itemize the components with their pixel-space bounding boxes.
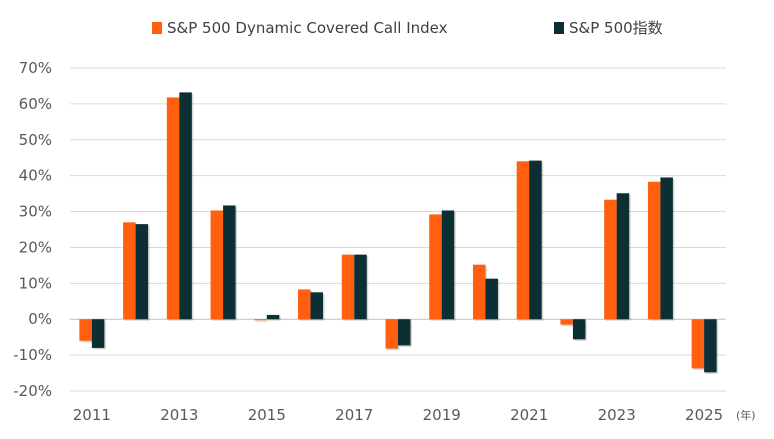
- x-unit-label: (年): [736, 408, 756, 422]
- bar-sp500-2018: [398, 319, 411, 346]
- x-tick-label: 2013: [160, 406, 198, 424]
- bar-dynamic-covered-call-2024: [647, 181, 661, 320]
- bar-dynamic-covered-call-2012: [123, 222, 136, 320]
- bar-dynamic-covered-call-2011: [79, 319, 92, 341]
- y-tick-label: 50%: [19, 131, 52, 149]
- x-tick-label: 2017: [335, 406, 373, 424]
- y-tick-label: 10%: [19, 274, 52, 292]
- bar-dynamic-covered-call-2014: [210, 210, 224, 320]
- bar-sp500-2021: [529, 160, 542, 320]
- x-axis: 2011 2013 2015 2017 2019 2021 2023 2025 (年): [73, 406, 756, 424]
- y-tick-label: 40%: [19, 167, 52, 185]
- bar-sp500-2012: [135, 224, 149, 320]
- y-tick-label: 0%: [28, 310, 52, 328]
- legend-label-dynamic-covered-call: S&P 500 Dynamic Covered Call Index: [167, 19, 448, 37]
- y-tick-label: 20%: [19, 238, 52, 256]
- bar-sp500-2020: [485, 278, 498, 320]
- bar-dynamic-covered-call-2022: [560, 319, 573, 325]
- bar-dynamic-covered-call-2013: [166, 97, 180, 320]
- bar-shadow: [255, 320, 269, 322]
- bar-sp500-2013: [179, 92, 192, 320]
- bar-dynamic-covered-call-2018: [385, 319, 398, 349]
- bar-dynamic-covered-call-2016: [298, 289, 311, 320]
- bar-dynamic-covered-call-2020: [472, 264, 486, 320]
- x-tick-label: 2023: [598, 406, 636, 424]
- bars: [79, 92, 719, 374]
- bar-sp500-2014: [223, 205, 236, 320]
- legend-swatch-dynamic-covered-call: [152, 22, 162, 34]
- bar-sp500-2025: [704, 319, 717, 373]
- y-tick-label: 30%: [19, 203, 52, 221]
- bar-sp500-2017: [354, 254, 367, 320]
- bar-dynamic-covered-call-2023: [604, 199, 617, 320]
- legend: S&P 500 Dynamic Covered Call Index S&P 50…: [152, 19, 663, 37]
- y-tick-label: -20%: [13, 382, 52, 400]
- bar-sp500-2019: [441, 210, 455, 320]
- x-tick-label: 2011: [73, 406, 111, 424]
- bar-dynamic-covered-call-2015: [254, 319, 267, 321]
- y-tick-label: 60%: [19, 95, 52, 113]
- bar-sp500-2015: [266, 314, 280, 320]
- bar-sp500-2022: [572, 319, 586, 340]
- bar-dynamic-covered-call-2025: [691, 319, 705, 369]
- bar-sp500-2024: [660, 177, 673, 320]
- x-tick-label: 2021: [510, 406, 548, 424]
- x-tick-label: 2025: [685, 406, 723, 424]
- legend-swatch-sp500: [554, 22, 564, 34]
- bar-sp500-2011: [91, 319, 105, 348]
- bar-dynamic-covered-call-2017: [341, 254, 355, 320]
- y-axis: -20% -10% 0% 10% 20% 30% 40% 50% 60% 70%: [13, 59, 52, 400]
- bar-sp500-2023: [616, 193, 630, 320]
- legend-label-sp500: S&P 500指数: [569, 19, 663, 37]
- bar-dynamic-covered-call-2019: [429, 214, 442, 320]
- bar-dynamic-covered-call-2021: [516, 161, 530, 320]
- bar-sp500-2016: [310, 292, 324, 320]
- x-tick-label: 2019: [423, 406, 461, 424]
- y-tick-label: -10%: [13, 346, 52, 364]
- y-tick-label: 70%: [19, 59, 52, 77]
- x-tick-label: 2015: [248, 406, 286, 424]
